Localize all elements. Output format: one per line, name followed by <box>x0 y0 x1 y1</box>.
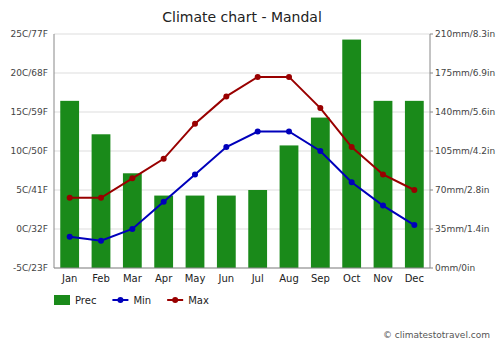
y-tick-label: -5C/23F <box>13 263 48 273</box>
legend-marker <box>117 297 123 303</box>
y2-tick-label: 210mm/8.3in <box>435 29 495 39</box>
y2-tick-label: 70mm/2.8in <box>435 185 490 195</box>
bar <box>60 101 79 268</box>
point <box>161 199 167 205</box>
y-tick-label: 20C/68F <box>11 68 48 78</box>
point <box>255 74 261 80</box>
point <box>223 93 229 99</box>
y2-tick-label: 175mm/6.9in <box>435 68 495 78</box>
grid-line <box>54 268 430 269</box>
grid <box>54 34 430 268</box>
bar <box>405 101 424 268</box>
point <box>255 129 261 135</box>
point <box>380 171 386 177</box>
x-tick-label: Mar <box>123 273 143 284</box>
line <box>70 77 415 198</box>
bar <box>186 196 205 268</box>
point <box>317 105 323 111</box>
point <box>317 148 323 154</box>
point <box>67 234 73 240</box>
x-tick-label: Feb <box>92 273 110 284</box>
point <box>192 171 198 177</box>
legend-label: Prec <box>75 295 96 306</box>
legend-swatch <box>54 295 70 305</box>
bar <box>123 173 142 268</box>
chart: Climate chart - Mandal -5C/23F 0C/32F 5C/41… <box>0 0 500 350</box>
point <box>349 179 355 185</box>
x-tick-label: Nov <box>373 273 393 284</box>
point <box>349 144 355 150</box>
point <box>380 203 386 209</box>
bar <box>92 134 111 268</box>
point <box>286 129 292 135</box>
point <box>98 195 104 201</box>
x-tick-label: Apr <box>155 273 173 284</box>
y-tick-label: 5C/41F <box>16 185 48 195</box>
y-tick-label: 15C/59F <box>11 107 48 117</box>
point <box>129 175 135 181</box>
point <box>223 144 229 150</box>
marks <box>60 40 423 268</box>
point <box>192 121 198 127</box>
y-axis <box>54 34 55 268</box>
y2-axis <box>430 34 431 268</box>
x-tick-label: Jan <box>61 273 77 284</box>
y2-tick-label: 105mm/4.2in <box>435 146 495 156</box>
x-tick-label: Jun <box>218 273 235 284</box>
point <box>98 238 104 244</box>
bar <box>217 196 236 268</box>
y2-tick-label: 0mm/0in <box>435 263 475 273</box>
point <box>411 222 417 228</box>
y-tick-label: 0C/32F <box>16 224 48 234</box>
grid-line <box>54 34 430 35</box>
title: Climate chart - Mandal <box>162 9 322 25</box>
legend-label: Min <box>133 295 151 306</box>
legend: Prec Min Max <box>54 295 209 306</box>
x-tick-label: May <box>185 273 206 284</box>
point <box>411 187 417 193</box>
point <box>67 195 73 201</box>
bar <box>248 190 267 268</box>
bar <box>374 101 393 268</box>
y-tick-label: 25C/77F <box>11 29 48 39</box>
x-tick-label: Jul <box>251 273 264 284</box>
point <box>161 156 167 162</box>
x-tick-label: Aug <box>279 273 299 284</box>
legend-label: Max <box>188 295 209 306</box>
x-tick-label: Sep <box>311 273 330 284</box>
y-tick-label: 10C/50F <box>11 146 48 156</box>
bar <box>280 145 299 268</box>
point <box>286 74 292 80</box>
legend-marker <box>172 297 178 303</box>
y2-tick-label: 35mm/1.4in <box>435 224 490 234</box>
x-tick-label: Oct <box>343 273 360 284</box>
x-tick-label: Dec <box>405 273 424 284</box>
point <box>129 226 135 232</box>
bar <box>311 118 330 268</box>
x-axis <box>54 268 430 269</box>
y2-tick-label: 140mm/5.6in <box>435 107 495 117</box>
annotation: © climatestotravel.com <box>383 330 490 340</box>
grid-line <box>54 73 430 74</box>
